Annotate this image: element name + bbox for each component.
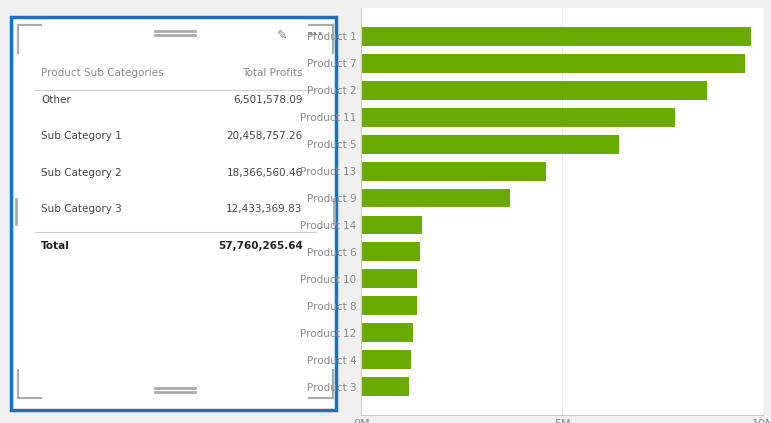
Text: 18,366,560.46: 18,366,560.46: [227, 168, 302, 178]
FancyBboxPatch shape: [11, 16, 336, 410]
Text: 6,501,578.09: 6,501,578.09: [233, 95, 302, 105]
Bar: [361, 27, 751, 46]
Bar: [361, 323, 413, 342]
Text: 57,760,265.64: 57,760,265.64: [217, 241, 302, 251]
Text: ···: ···: [308, 28, 324, 42]
Text: Total Profits: Total Profits: [242, 69, 302, 78]
Bar: [361, 269, 418, 288]
Bar: [361, 350, 412, 369]
Text: ✎: ✎: [278, 28, 288, 41]
Text: Product Sub Categories: Product Sub Categories: [41, 69, 164, 78]
Text: Total: Total: [41, 241, 70, 251]
Bar: [361, 162, 546, 181]
Bar: [361, 377, 409, 396]
Bar: [361, 216, 422, 234]
Bar: [361, 242, 419, 261]
Text: Sub Category 2: Sub Category 2: [41, 168, 122, 178]
Bar: [361, 54, 746, 73]
Text: 20,458,757.26: 20,458,757.26: [227, 132, 302, 141]
Text: Sub Category 1: Sub Category 1: [41, 132, 122, 141]
Text: Sub Category 3: Sub Category 3: [41, 204, 122, 214]
Text: 12,433,369.83: 12,433,369.83: [226, 204, 302, 214]
Text: Other: Other: [41, 95, 71, 105]
Bar: [361, 81, 707, 100]
Bar: [361, 297, 416, 315]
Bar: [361, 108, 675, 126]
Bar: [361, 189, 510, 207]
Bar: [361, 135, 618, 154]
